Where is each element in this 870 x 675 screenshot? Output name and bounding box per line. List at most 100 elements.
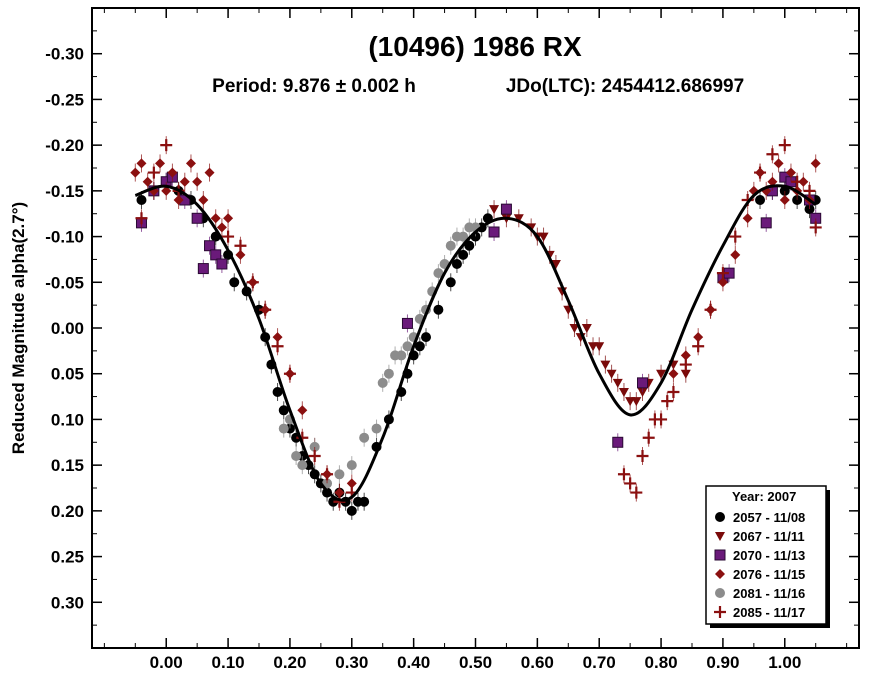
data-point: [197, 263, 209, 275]
legend-label: 2085 - 11/17: [733, 605, 805, 620]
y-tick-label: 0.10: [51, 410, 84, 429]
data-point: [779, 195, 790, 205]
x-tick-label: 1.00: [768, 653, 801, 672]
data-point: [297, 460, 308, 471]
data-point: [204, 167, 215, 178]
y-tick-label: -0.30: [45, 45, 84, 64]
data-point: [742, 213, 753, 224]
data-point: [414, 341, 425, 352]
legend-title: Year: 2007: [732, 489, 796, 504]
data-point: [229, 277, 240, 288]
legend-entry: 2070 - 11/13: [714, 548, 805, 563]
data-point: [617, 468, 630, 481]
data-point: [631, 397, 642, 407]
data-point: [135, 212, 148, 225]
y-tick-label: 0.20: [51, 502, 84, 521]
legend-label: 2057 - 11/08: [733, 510, 805, 525]
x-tick-label: 0.90: [706, 653, 739, 672]
data-point: [321, 468, 334, 481]
data-point: [717, 277, 728, 288]
legend-box: [705, 485, 827, 625]
data-point: [291, 451, 302, 461]
data-point: [272, 332, 283, 343]
data-point: [334, 469, 345, 480]
data-point: [704, 303, 717, 316]
data-point: [359, 432, 370, 443]
data-point: [606, 369, 617, 379]
series-1: [489, 200, 691, 411]
x-tick-label: 0.60: [521, 653, 554, 672]
data-point: [464, 240, 475, 251]
data-point: [402, 341, 413, 352]
legend-entry: 2085 - 11/17: [714, 605, 805, 620]
data-point: [668, 368, 679, 379]
data-point: [259, 303, 272, 316]
data-point: [773, 158, 784, 169]
data-point: [791, 175, 804, 188]
data-point: [161, 185, 172, 196]
data-point: [185, 158, 196, 169]
data-point: [500, 203, 512, 215]
data-point: [458, 249, 469, 260]
legend: Year: 2007 2057 - 11/08 2067 - 11/11 2070 …: [705, 485, 830, 628]
data-point: [433, 304, 444, 315]
legend-marker: [715, 588, 725, 598]
data-point: [594, 342, 605, 352]
data-point: [680, 350, 691, 361]
legend-entries: 2057 - 11/08 2067 - 11/11 2070 - 11/13 2076…: [714, 510, 805, 620]
data-point: [210, 249, 222, 261]
legend-entry: 2076 - 11/15: [715, 567, 805, 582]
data-point: [155, 158, 166, 169]
data-point: [618, 388, 629, 397]
legend-marker: [714, 549, 726, 561]
data-point: [396, 350, 407, 361]
legend-label: 2070 - 11/13: [733, 548, 805, 563]
data-point: [693, 332, 704, 343]
fit-curve: [134, 184, 817, 502]
data-point: [754, 166, 767, 179]
data-point: [130, 167, 141, 178]
y-tick-label: 0.05: [51, 365, 84, 384]
series-4: [278, 218, 481, 493]
data-point: [147, 166, 160, 179]
data-point: [451, 259, 462, 269]
x-tick-label: 0.50: [459, 653, 492, 672]
data-point: [642, 431, 655, 444]
data-point: [179, 176, 190, 187]
legend-marker: [715, 569, 725, 579]
x-tick-label: 0.10: [212, 653, 245, 672]
x-tick-label: 0.70: [583, 653, 616, 672]
data-point: [581, 324, 592, 333]
data-point: [222, 230, 235, 243]
data-point: [445, 240, 456, 251]
data-point: [667, 386, 680, 398]
data-point: [729, 230, 742, 243]
data-point: [198, 195, 209, 205]
y-tick-label: 0.30: [51, 593, 84, 612]
data-point: [803, 184, 816, 197]
epoch-label: JDo(LTC): 2454412.686997: [506, 76, 744, 97]
legend-entry: 2057 - 11/08: [715, 510, 805, 525]
data-point: [308, 450, 321, 462]
y-tick-label: -0.05: [45, 273, 84, 292]
data-point: [637, 388, 648, 397]
legend-entry: 2067 - 11/11: [715, 529, 805, 544]
data-point: [810, 158, 821, 169]
chart-title: (10496) 1986 RX: [368, 31, 582, 62]
data-point: [636, 450, 649, 462]
x-tick-label: 0.20: [273, 653, 306, 672]
data-point: [624, 477, 637, 490]
data-point: [371, 423, 382, 434]
data-point: [612, 378, 623, 388]
data-point: [778, 139, 791, 152]
data-point: [692, 340, 705, 353]
data-point: [538, 232, 549, 242]
data-point: [513, 214, 524, 224]
y-axis-label: Reduced Magnitude alpha(2.7°): [9, 202, 28, 454]
data-point: [755, 195, 766, 205]
data-point: [272, 387, 283, 397]
y-tick-label: -0.25: [45, 90, 84, 109]
data-point: [600, 360, 611, 370]
data-point: [656, 369, 667, 379]
